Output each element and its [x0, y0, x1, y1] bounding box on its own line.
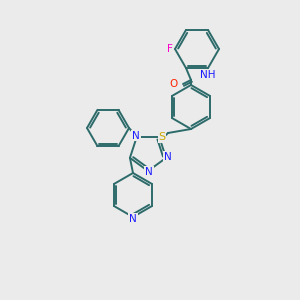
- Text: S: S: [158, 132, 166, 142]
- Text: O: O: [170, 79, 178, 89]
- Text: N: N: [132, 130, 140, 141]
- Text: NH: NH: [200, 70, 215, 80]
- Text: N: N: [145, 167, 153, 177]
- Text: N: N: [129, 214, 137, 224]
- Text: N: N: [164, 152, 172, 162]
- Text: F: F: [167, 44, 173, 54]
